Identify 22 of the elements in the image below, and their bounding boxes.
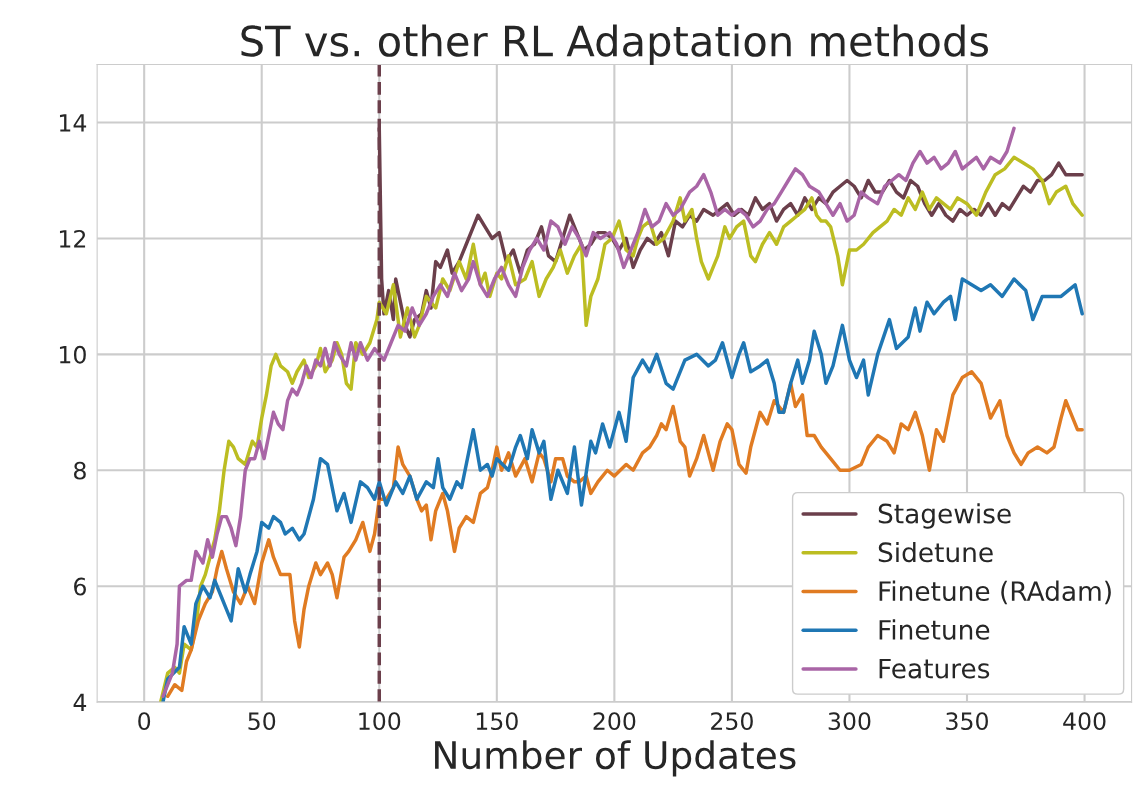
chart-title: ST vs. other RL Adaptation methods	[241, 24, 989, 65]
legend-label: Stagewise	[878, 503, 1011, 529]
x-tick-label: 200	[593, 712, 636, 731]
x-tick-label: 400	[1063, 712, 1106, 731]
legend-label: Features	[879, 658, 990, 679]
y-tick-label: 10	[59, 345, 86, 364]
y-tick-label: 12	[59, 229, 86, 248]
y-tick-label: 4	[73, 693, 87, 712]
x-tick-label: 300	[828, 712, 871, 731]
x-tick-label: 250	[711, 712, 753, 731]
y-tick-label: 14	[59, 114, 87, 132]
legend-label: Finetune	[879, 619, 990, 640]
x-axis-title: Number of Updates	[435, 740, 796, 777]
x-tick-label: 350	[946, 712, 988, 731]
x-tick-label: 100	[359, 712, 401, 731]
x-tick-label: 0	[138, 712, 151, 731]
legend-label: Finetune (RAdam)	[879, 580, 1111, 605]
y-tick-label: 6	[74, 577, 86, 596]
legend-label: Sidetune	[878, 541, 993, 563]
x-tick-label: 50	[248, 712, 276, 731]
x-tick-label: 150	[476, 712, 518, 731]
y-tick-label: 8	[74, 461, 86, 480]
